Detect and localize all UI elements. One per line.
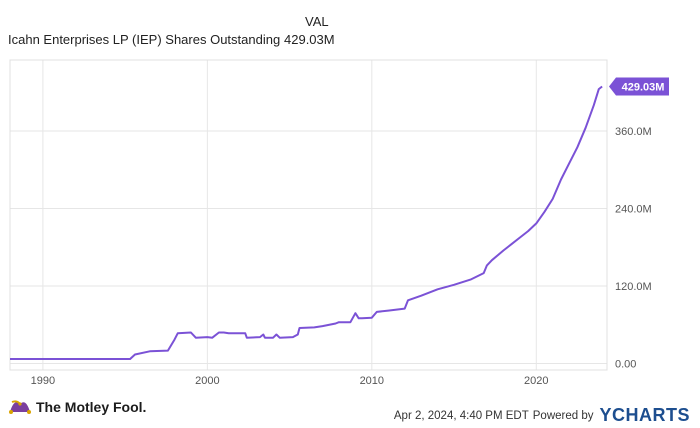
series-name: Icahn Enterprises LP (IEP) Shares Outsta…	[8, 32, 281, 47]
ycharts-logo: YCHARTS	[599, 405, 690, 425]
brand-name: The Motley Fool.	[36, 399, 147, 415]
y-tick-label: 240.0M	[615, 204, 652, 216]
x-tick-label: 1990	[31, 375, 55, 387]
grid	[10, 60, 607, 370]
axes: 1990 2000 2010 2020 0.00 120.0M 240.0M 360.0M	[31, 126, 652, 387]
y-tick-label: 0.00	[615, 359, 636, 371]
x-tick-label: 2010	[360, 375, 384, 387]
plot-frame	[9, 59, 608, 371]
motley-fool-brand: The Motley Fool.	[8, 396, 146, 418]
last-value-marker: 429.03M	[609, 77, 669, 96]
powered-by-label: Powered by	[532, 409, 594, 422]
y-tick-label: 360.0M	[615, 126, 652, 138]
val-column-label: VAL	[305, 14, 329, 29]
x-tick-label: 2000	[195, 375, 219, 387]
jester-hat-icon	[9, 400, 31, 414]
last-value-tag	[609, 77, 669, 96]
attribution: Apr 2, 2024, 4:40 PM EDT Powered by YCHA…	[394, 405, 690, 426]
x-tick-label: 2020	[524, 375, 548, 387]
series-line	[10, 85, 603, 360]
timestamp: Apr 2, 2024, 4:40 PM EDT	[393, 409, 529, 422]
last-value-label: 429.03M	[622, 81, 665, 93]
series-layer	[10, 85, 603, 360]
y-tick-label: 120.0M	[615, 281, 652, 293]
current-value: 429.03M	[284, 32, 335, 47]
